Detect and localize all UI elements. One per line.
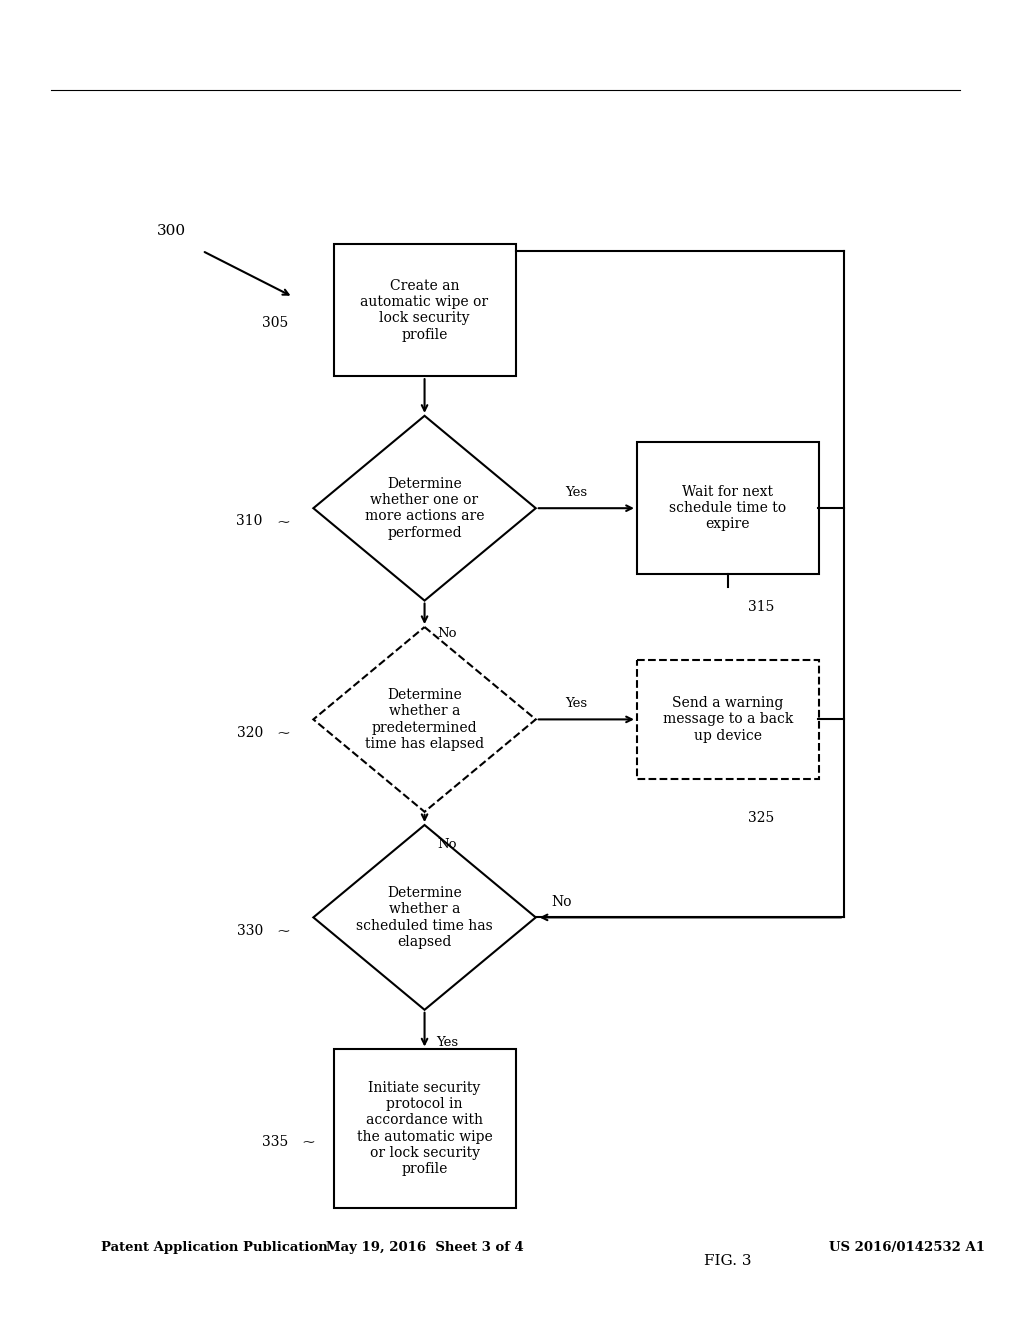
Text: Determine
whether a
predetermined
time has elapsed: Determine whether a predetermined time h… bbox=[365, 688, 484, 751]
Text: Yes: Yes bbox=[565, 486, 587, 499]
Text: 335: 335 bbox=[262, 1135, 288, 1148]
Text: May 19, 2016  Sheet 3 of 4: May 19, 2016 Sheet 3 of 4 bbox=[326, 1241, 523, 1254]
Text: No: No bbox=[551, 895, 571, 908]
Bar bbox=[334, 244, 515, 376]
Text: No: No bbox=[437, 627, 457, 640]
Text: 300: 300 bbox=[158, 224, 186, 238]
Bar bbox=[637, 442, 819, 574]
Text: Initiate security
protocol in
accordance with
the automatic wipe
or lock securit: Initiate security protocol in accordance… bbox=[356, 1081, 493, 1176]
Text: Yes: Yes bbox=[565, 697, 587, 710]
Text: 325: 325 bbox=[748, 812, 774, 825]
Text: 305: 305 bbox=[262, 317, 288, 330]
Text: 310: 310 bbox=[237, 515, 263, 528]
Text: Determine
whether a
scheduled time has
elapsed: Determine whether a scheduled time has e… bbox=[356, 886, 493, 949]
Text: 315: 315 bbox=[748, 601, 774, 614]
Text: Determine
whether one or
more actions are
performed: Determine whether one or more actions ar… bbox=[365, 477, 484, 540]
Text: 320: 320 bbox=[237, 726, 263, 739]
Text: No: No bbox=[437, 838, 457, 851]
Text: US 2016/0142532 A1: US 2016/0142532 A1 bbox=[828, 1241, 985, 1254]
Text: 330: 330 bbox=[237, 924, 263, 937]
Text: Send a warning
message to a back
up device: Send a warning message to a back up devi… bbox=[663, 696, 793, 743]
Text: ~: ~ bbox=[276, 923, 290, 939]
Bar bbox=[334, 1049, 515, 1208]
Text: Create an
automatic wipe or
lock security
profile: Create an automatic wipe or lock securit… bbox=[360, 279, 488, 342]
Text: Patent Application Publication: Patent Application Publication bbox=[101, 1241, 328, 1254]
Text: ~: ~ bbox=[276, 513, 290, 529]
Text: Wait for next
schedule time to
expire: Wait for next schedule time to expire bbox=[670, 484, 786, 532]
Text: ~: ~ bbox=[301, 1134, 315, 1150]
Bar bbox=[637, 660, 819, 779]
Text: ~: ~ bbox=[276, 725, 290, 741]
Text: FIG. 3: FIG. 3 bbox=[705, 1254, 752, 1267]
Text: Yes: Yes bbox=[436, 1036, 458, 1049]
